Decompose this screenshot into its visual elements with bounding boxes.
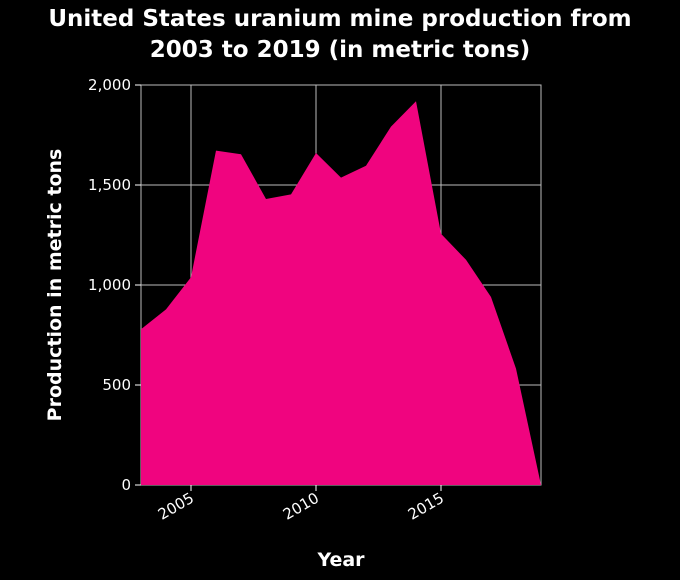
chart-title-line-1: United States uranium mine production fr… [48,6,632,32]
y-axis-ticks: 0 500 1,000 1,500 2,000 [88,76,141,494]
y-tick-label: 0 [121,476,131,494]
x-tick-label: 2005 [155,489,197,524]
area-series [141,101,541,485]
y-tick-label: 2,000 [88,76,131,94]
y-axis-title: Production in metric tons [44,149,66,422]
x-axis-ticks: 2005 2010 2015 [155,485,447,524]
x-tick-label: 2015 [405,489,447,524]
y-tick-label: 1,000 [88,276,131,294]
y-tick-label: 1,500 [88,176,131,194]
area-fill [141,101,541,485]
y-tick-label: 500 [102,376,131,394]
x-tick-label: 2010 [280,489,322,524]
chart-title: United States uranium mine production fr… [0,4,680,66]
chart-title-line-2: 2003 to 2019 (in metric tons) [149,37,531,63]
x-axis-title: Year [316,549,365,571]
